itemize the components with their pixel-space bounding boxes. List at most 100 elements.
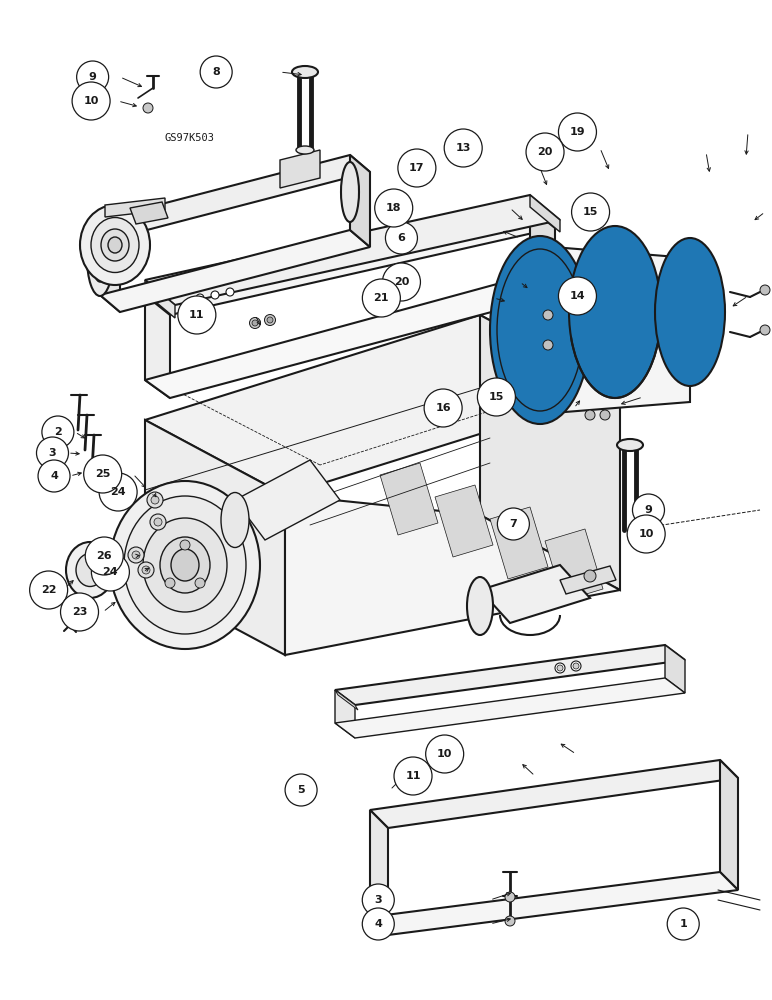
Polygon shape	[370, 760, 738, 828]
Text: GS97K503: GS97K503	[164, 133, 214, 143]
Text: 10: 10	[638, 529, 654, 539]
Circle shape	[557, 665, 563, 671]
Circle shape	[543, 310, 553, 320]
Text: 5: 5	[297, 785, 305, 795]
Ellipse shape	[80, 205, 150, 285]
Ellipse shape	[617, 439, 643, 451]
Circle shape	[571, 661, 581, 671]
Circle shape	[526, 133, 564, 171]
Ellipse shape	[91, 218, 139, 272]
Circle shape	[573, 663, 579, 669]
Text: 8: 8	[212, 67, 220, 77]
Circle shape	[385, 222, 418, 254]
Ellipse shape	[221, 492, 249, 548]
Ellipse shape	[500, 246, 580, 414]
Polygon shape	[335, 690, 358, 710]
Polygon shape	[145, 315, 620, 495]
Ellipse shape	[143, 518, 227, 612]
Ellipse shape	[110, 481, 260, 649]
Circle shape	[36, 437, 69, 469]
Circle shape	[424, 389, 462, 427]
Circle shape	[394, 757, 432, 795]
Circle shape	[543, 340, 553, 350]
Circle shape	[42, 416, 74, 448]
Ellipse shape	[171, 549, 199, 581]
Polygon shape	[335, 690, 355, 738]
Circle shape	[362, 908, 394, 940]
Circle shape	[226, 288, 234, 296]
Circle shape	[99, 473, 137, 511]
Circle shape	[180, 540, 190, 550]
Text: 14: 14	[570, 291, 585, 301]
Polygon shape	[665, 645, 685, 693]
Text: 10: 10	[437, 749, 452, 759]
Circle shape	[154, 518, 162, 526]
Circle shape	[178, 296, 216, 334]
Polygon shape	[145, 420, 285, 655]
Circle shape	[265, 314, 276, 326]
Polygon shape	[100, 155, 370, 237]
Polygon shape	[490, 507, 548, 579]
Polygon shape	[145, 275, 555, 398]
Polygon shape	[145, 280, 175, 318]
Circle shape	[91, 553, 130, 591]
Circle shape	[195, 578, 205, 588]
Circle shape	[211, 291, 219, 299]
Text: 26: 26	[96, 551, 112, 561]
Circle shape	[165, 578, 175, 588]
Text: 15: 15	[489, 392, 504, 402]
Polygon shape	[380, 463, 438, 535]
Text: 22: 22	[41, 585, 56, 595]
Circle shape	[600, 410, 610, 420]
Polygon shape	[530, 195, 560, 232]
Circle shape	[505, 892, 515, 902]
Circle shape	[196, 294, 204, 302]
Circle shape	[667, 908, 699, 940]
Circle shape	[558, 113, 597, 151]
Text: 24: 24	[110, 487, 126, 497]
Circle shape	[505, 916, 515, 926]
Polygon shape	[540, 246, 690, 414]
Text: 3: 3	[49, 448, 56, 458]
Circle shape	[29, 571, 68, 609]
Polygon shape	[235, 460, 340, 540]
Polygon shape	[545, 529, 603, 601]
Text: 23: 23	[72, 607, 87, 617]
Circle shape	[150, 514, 166, 530]
Text: 17: 17	[409, 163, 425, 173]
Ellipse shape	[670, 268, 710, 356]
Circle shape	[362, 884, 394, 916]
Circle shape	[142, 566, 150, 574]
Circle shape	[425, 735, 464, 773]
Text: 16: 16	[435, 403, 451, 413]
Circle shape	[760, 285, 770, 295]
Ellipse shape	[514, 275, 566, 385]
Text: 19: 19	[570, 127, 585, 137]
Circle shape	[38, 460, 70, 492]
Ellipse shape	[92, 234, 108, 282]
Ellipse shape	[108, 237, 122, 253]
Polygon shape	[285, 495, 620, 655]
Text: 7: 7	[510, 519, 517, 529]
Polygon shape	[335, 678, 685, 738]
Circle shape	[558, 277, 597, 315]
Polygon shape	[280, 150, 320, 188]
Circle shape	[632, 494, 665, 526]
Circle shape	[132, 551, 140, 559]
Polygon shape	[480, 315, 620, 590]
Circle shape	[249, 318, 260, 328]
Circle shape	[398, 149, 436, 187]
Text: 4: 4	[50, 471, 58, 481]
Circle shape	[252, 320, 258, 326]
Circle shape	[285, 774, 317, 806]
Text: 3: 3	[374, 895, 382, 905]
Polygon shape	[335, 645, 685, 705]
Polygon shape	[145, 208, 555, 315]
Ellipse shape	[497, 249, 583, 411]
Polygon shape	[530, 208, 555, 295]
Polygon shape	[350, 155, 370, 247]
Text: 2: 2	[54, 427, 62, 437]
Ellipse shape	[76, 554, 104, 586]
Circle shape	[151, 496, 159, 504]
Circle shape	[374, 189, 413, 227]
